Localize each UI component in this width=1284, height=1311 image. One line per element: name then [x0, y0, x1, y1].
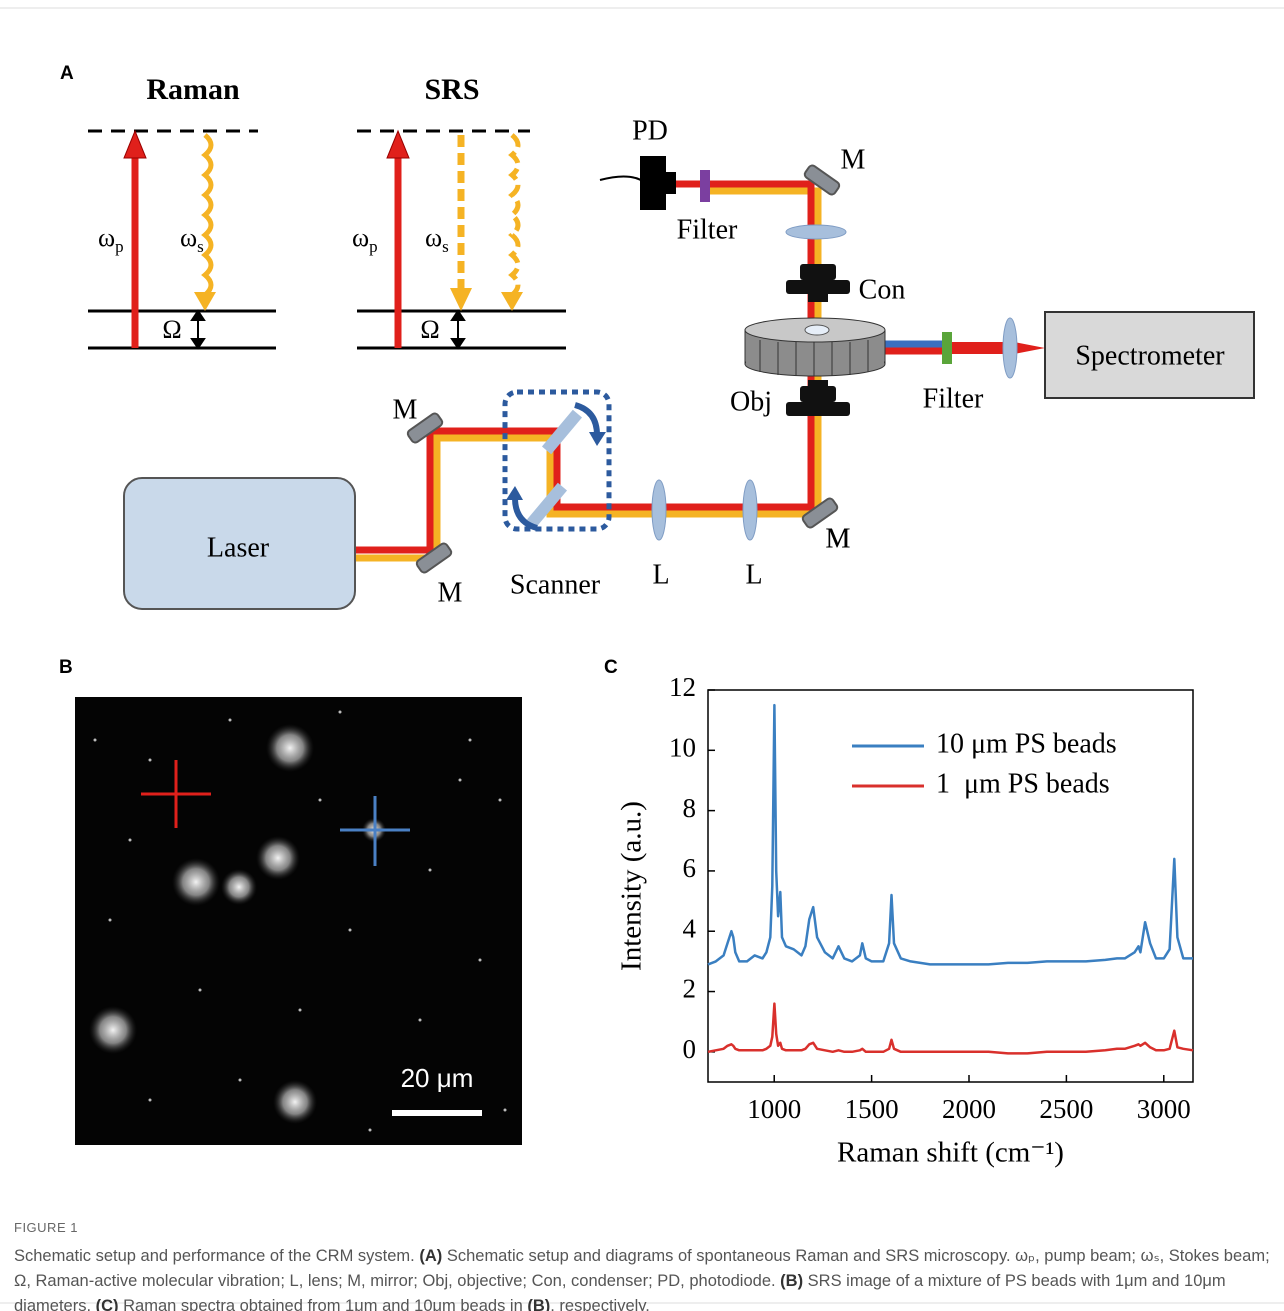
plot-frame — [707, 689, 1194, 1083]
component-label: M — [826, 523, 851, 554]
caption-text: , respectively. — [550, 1297, 650, 1311]
x-tick-label: 1000 — [747, 1094, 801, 1124]
scale-bar-label: 20 μm — [401, 1063, 474, 1093]
srs-image — [75, 697, 522, 1145]
scanner — [502, 389, 612, 532]
y-tick-label: 4 — [683, 913, 697, 943]
stokes-label: ωs — [425, 223, 449, 256]
x-tick-label: 3000 — [1137, 1094, 1191, 1124]
panel-label: B — [59, 657, 73, 678]
component-label: Obj — [730, 386, 772, 417]
spectrometer-box — [1044, 311, 1255, 399]
subscript: p — [115, 237, 124, 256]
subscript: s — [197, 237, 204, 256]
vibration-label: Ω — [162, 315, 181, 344]
component-label: M — [438, 577, 463, 608]
stokes-head — [194, 292, 216, 311]
filter — [942, 332, 952, 364]
y-axis-label: Intensity (a.u.) — [616, 801, 648, 971]
spectrum-line — [707, 1002, 1194, 1055]
caption-text: Schematic setup and diagrams of spontane… — [14, 1247, 1270, 1290]
photodiode — [599, 156, 676, 210]
subscript: p — [369, 237, 378, 256]
panel-label: A — [60, 63, 74, 84]
stokes-label: ωs — [180, 223, 204, 256]
x-tick-label: 2000 — [942, 1094, 996, 1124]
component-label: Scanner — [510, 569, 601, 600]
x-tick-label: 1500 — [845, 1094, 899, 1124]
y-tick-label: 0 — [683, 1034, 697, 1064]
stokes-wave — [201, 133, 214, 297]
objective — [786, 380, 850, 416]
symbol: ω — [180, 223, 197, 252]
component-label: Spectrometer — [1075, 340, 1225, 371]
component-label: M — [393, 394, 418, 425]
caption-text: (C) — [95, 1297, 119, 1311]
caption-text: Schematic setup and performance of the C… — [14, 1247, 420, 1265]
panel-label: C — [604, 657, 618, 678]
caption-text: (A) — [419, 1247, 443, 1265]
caption-text: Raman spectra obtained from 1μm and 10μm… — [118, 1297, 528, 1311]
component-label: M — [841, 144, 866, 175]
vibration-label: Ω — [420, 315, 439, 344]
diagram-title: Raman — [146, 73, 240, 106]
caption: Schematic setup and performance of the C… — [14, 1244, 1276, 1311]
component-label: Con — [859, 274, 906, 305]
spectrum-line — [707, 703, 1193, 966]
symbol: ω — [98, 223, 115, 252]
legend-label: 10 μm PS beads — [936, 728, 1117, 759]
component-label: L — [745, 559, 762, 590]
mirrors — [406, 164, 841, 574]
stokes-head — [501, 292, 523, 311]
condenser — [786, 264, 850, 302]
symbol: ω — [425, 223, 442, 252]
caption-text: SRS image of a mixture of PS beads with … — [14, 1272, 1226, 1311]
pump-label: ωp — [98, 223, 124, 256]
pump-arrows — [123, 129, 472, 348]
component-label: Filter — [677, 214, 738, 245]
pump-label: ωp — [352, 223, 378, 256]
component-label: PD — [632, 115, 668, 146]
sample-stage — [744, 317, 886, 377]
y-tick-label: 8 — [683, 793, 697, 823]
diagram-title: SRS — [424, 73, 479, 106]
caption-heading: FIGURE 1 — [14, 1220, 78, 1235]
vibration-arrows — [190, 309, 466, 350]
stokes-wave — [508, 133, 521, 297]
x-tick-label: 2500 — [1039, 1094, 1093, 1124]
component-label: M — [826, 523, 851, 554]
y-tick-label: 10 — [669, 733, 696, 763]
y-tick-label: 6 — [683, 853, 697, 883]
lenses — [651, 224, 1018, 541]
symbol: ω — [352, 223, 369, 252]
energy-levels — [88, 129, 566, 350]
y-tick-label: 12 — [669, 672, 696, 702]
laser-box — [123, 477, 356, 610]
caption-text: (B) — [527, 1297, 551, 1311]
subscript: s — [442, 237, 449, 256]
x-axis-label: Raman shift (cm⁻¹) — [837, 1137, 1064, 1169]
caption-text: (B) — [780, 1272, 804, 1290]
y-tick-label: 2 — [683, 974, 697, 1004]
component-label: L — [652, 559, 669, 590]
legend-label: 1 μm PS beads — [936, 768, 1110, 799]
component-label: Filter — [923, 383, 984, 414]
component-label: Laser — [207, 532, 270, 563]
filter — [700, 170, 710, 202]
